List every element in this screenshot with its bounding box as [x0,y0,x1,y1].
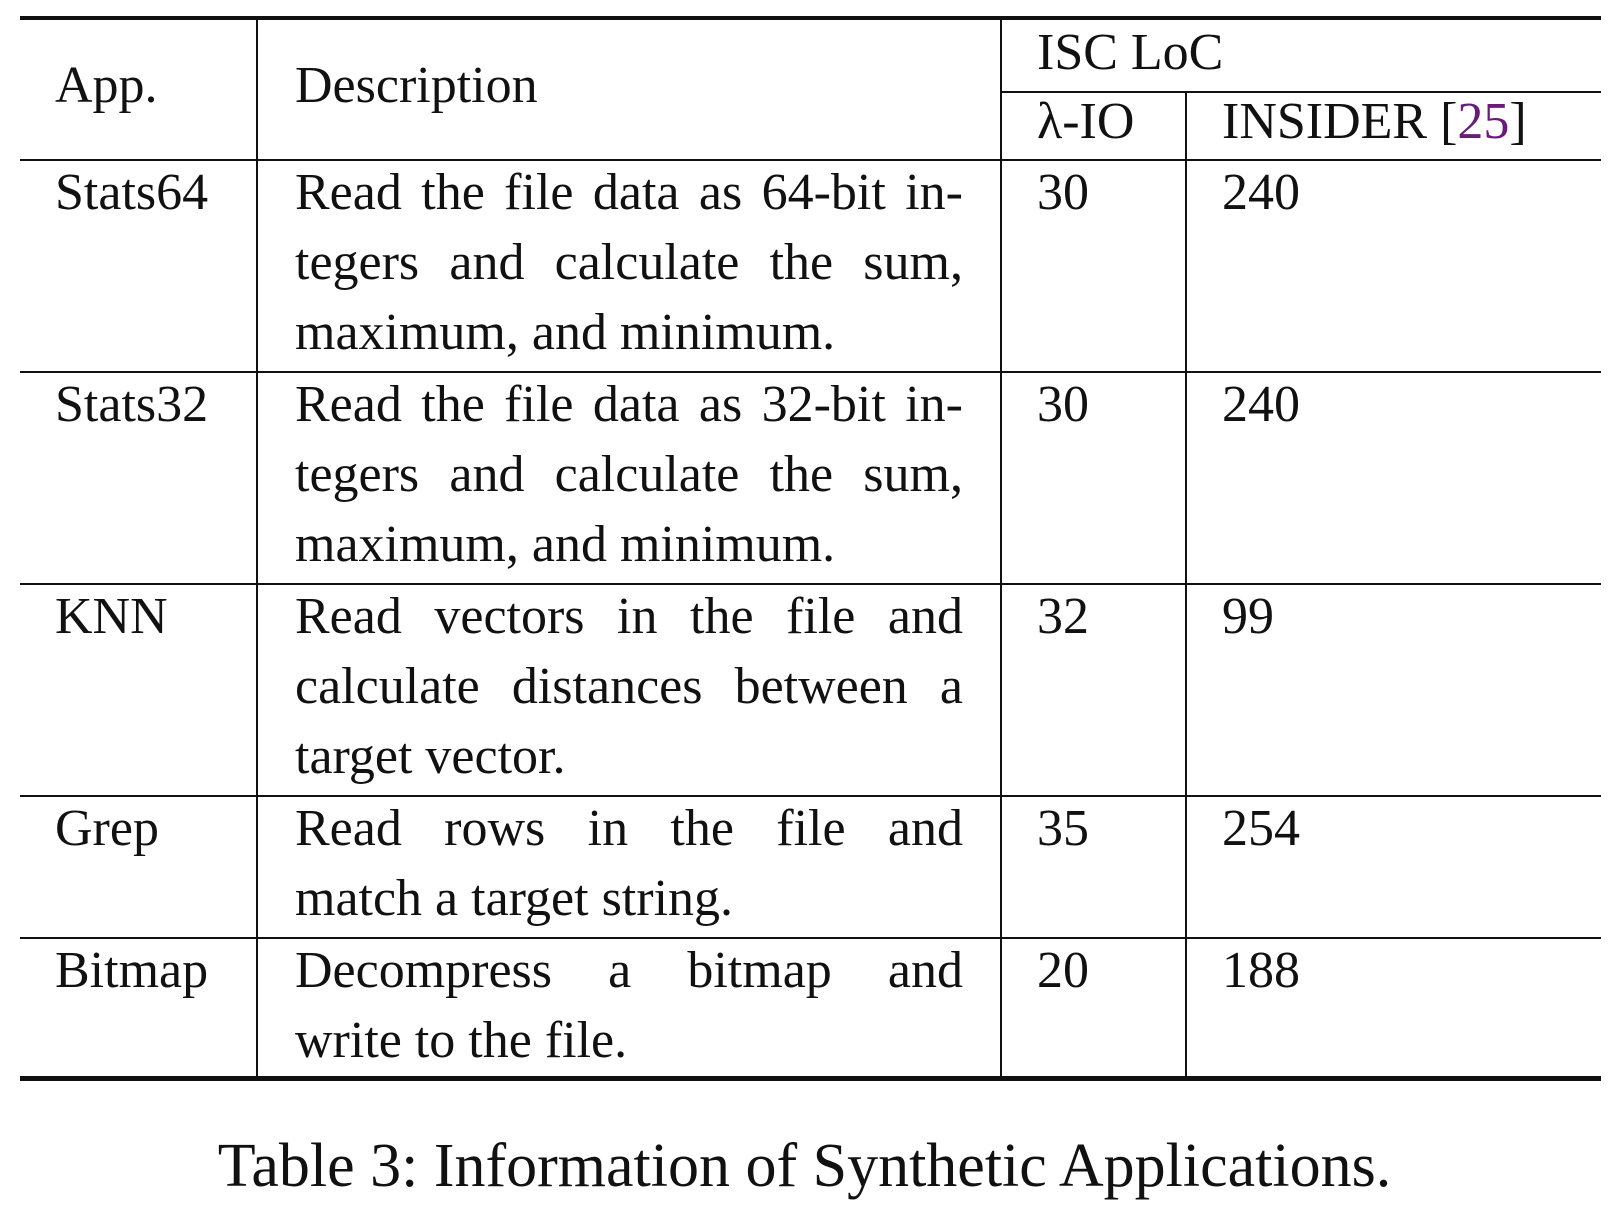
row-lambda-io: 32 [1037,588,1089,645]
header-insider: INSIDER [25] [1222,87,1527,157]
description-line: write to the file. [295,1012,628,1069]
table-caption: Table 3: Information of Synthetic Applic… [217,1132,1392,1200]
description-line: tegers and calculate the sum, [295,234,963,291]
row-divider [20,795,1601,797]
description-line: match a target string. [295,870,734,927]
description-line: Read vectors in the file and [295,588,963,645]
row-app: Stats32 [55,376,209,433]
row-lambda-io: 30 [1037,376,1089,433]
row-description: Read the file data as 32-bit in- tegers … [295,370,963,580]
row-divider [20,583,1601,585]
header-bottom-rule [20,159,1601,161]
header-description: Description [295,57,538,114]
row-app: Stats64 [55,164,209,221]
description-line: Read the file data as 64-bit in- [295,164,963,221]
row-lambda-io: 30 [1037,164,1089,221]
description-line: calculate distances between a [295,658,963,715]
row-insider: 240 [1222,376,1300,433]
column-divider [256,20,258,1076]
row-divider [20,937,1601,939]
table-bottom-rule [20,1076,1601,1081]
column-divider [1185,92,1187,1076]
citation-link[interactable]: 25 [1457,93,1510,150]
header-insider-suffix: ] [1509,93,1527,150]
header-insider-prefix: INSIDER [ [1222,93,1458,150]
description-line: target vector. [295,728,566,785]
description-line: Read the file data as 32-bit in- [295,376,963,433]
header-isc-loc: ISC LoC [1037,24,1224,81]
row-insider: 188 [1222,942,1300,999]
row-app: Grep [55,800,159,857]
description-line: tegers and calculate the sum, [295,446,963,503]
row-insider: 99 [1222,588,1274,645]
description-line: maximum, and minimum. [295,516,836,573]
row-insider: 240 [1222,164,1300,221]
row-divider [20,371,1601,373]
row-insider: 254 [1222,800,1300,857]
table-top-rule [20,16,1601,20]
header-app: App. [55,57,158,114]
column-divider [1000,20,1002,1076]
description-line: Decompress a bitmap and [295,942,963,999]
row-description: Read the file data as 64-bit in- tegers … [295,158,963,368]
row-app: KNN [55,588,168,645]
header-lambda-io: λ-IO [1037,93,1135,150]
description-line: maximum, and minimum. [295,304,836,361]
row-description: Read rows in the file and match a target… [295,794,963,934]
description-line: Read rows in the file and [295,800,963,857]
row-app: Bitmap [55,942,209,999]
row-description: Decompress a bitmap and write to the fil… [295,936,963,1076]
row-lambda-io: 20 [1037,942,1089,999]
header-group-rule [1000,91,1601,93]
row-lambda-io: 35 [1037,800,1089,857]
row-description: Read vectors in the file and calculate d… [295,582,963,792]
